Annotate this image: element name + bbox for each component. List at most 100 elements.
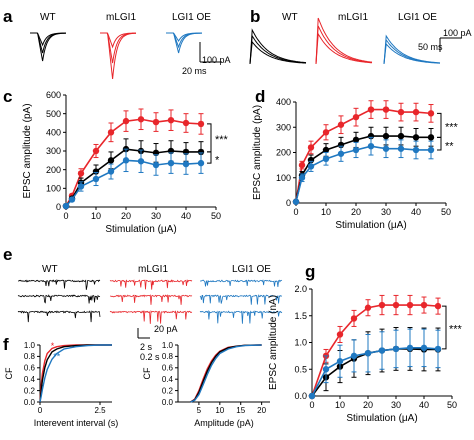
y-tick-label-f1: 0.4 <box>24 375 36 384</box>
data-point-c-mlgi1 <box>92 147 100 155</box>
trace-e-mlgi1 <box>109 279 193 290</box>
y-tick-label-f2: 0.8 <box>162 352 174 361</box>
series-line-g-wt <box>311 348 438 397</box>
significance-label-g: *** <box>449 324 463 336</box>
data-point-c-mlgi1 <box>122 117 130 125</box>
x-tick-label-d: 40 <box>411 207 421 217</box>
panel-letter-b: b <box>250 7 260 26</box>
trace-b-wt <box>249 40 307 65</box>
panel-e-label-lgi1oe: LGI1 OE <box>232 264 271 275</box>
y-tick-label-g: 1.0 <box>294 338 307 348</box>
data-point-g-lgi1-oe <box>364 350 372 357</box>
significance-label-d-2: ** <box>445 141 454 153</box>
panel-b: b WT mLGI1 LGI1 OE 100 pA 50 ms <box>249 7 472 65</box>
x-tick-label-g: 50 <box>447 400 457 410</box>
trace-e-mlgi1 <box>109 294 193 305</box>
x-tick-label-g: 40 <box>419 400 429 410</box>
y-tick-label-f2: 0.0 <box>162 398 174 407</box>
x-axis-label-g: Stimulation (μA) <box>346 413 417 424</box>
trace-b-wt <box>249 28 307 65</box>
trace-b-lgi1-oe <box>383 34 441 65</box>
y-tick-label-g: 0.0 <box>294 391 307 401</box>
panel-b-scalebar <box>439 37 462 52</box>
y-axis-label-c: EPSC amplitude (pA) <box>22 103 33 198</box>
x-tick-label-f2: 5 <box>197 406 202 415</box>
x-tick-label-f2: 15 <box>236 406 245 415</box>
panel-a-scalebar <box>199 42 222 63</box>
data-point-c-lgi1-oe <box>107 168 115 175</box>
data-point-d-mlgi1 <box>307 144 315 151</box>
data-point-d-wt <box>322 146 330 154</box>
y-tick-label-c: 500 <box>46 109 61 119</box>
data-point-c-lgi1-oe <box>152 161 160 169</box>
series-line-c-mlgi1 <box>65 118 202 207</box>
y-tick-label-f1: 1.0 <box>24 341 36 350</box>
y-tick-label-f2: 1.0 <box>162 341 174 350</box>
data-point-c-mlgi1 <box>182 119 190 127</box>
series-line-d-wt <box>295 135 431 202</box>
panel-b-scale-y: 100 pA <box>443 28 472 38</box>
data-point-c-mlgi1 <box>107 129 115 136</box>
data-point-c-mlgi1 <box>167 117 175 124</box>
data-point-d-lgi1-oe <box>412 146 420 154</box>
data-point-d-lgi1-oe <box>307 163 315 170</box>
panel-e: e WT mLGI1 LGI1 OE 20 pA 2 s 0.2 s <box>3 245 283 362</box>
panel-b-label-lgi1oe: LGI1 OE <box>398 12 437 23</box>
x-tick-label-c: 10 <box>91 211 101 221</box>
series-line-g-mlgi1 <box>311 304 439 397</box>
data-point-g-mlgi1 <box>406 301 414 309</box>
x-tick-label-d: 10 <box>321 207 331 217</box>
data-point-d-lgi1-oe <box>352 146 360 154</box>
panel-letter-d: d <box>255 87 265 106</box>
data-point-d-mlgi1 <box>337 121 345 128</box>
data-point-d-wt <box>412 134 420 141</box>
data-point-c-lgi1-oe <box>77 183 85 190</box>
significance-bracket-c-1 <box>207 123 212 153</box>
panel-a: a WT mLGI1 LGI1 OE 100 pA 20 ms <box>3 7 231 80</box>
y-tick-label-f1: 0.0 <box>24 398 36 407</box>
y-tick-label-f1: 0.8 <box>24 352 36 361</box>
series-line-c-wt <box>65 148 201 207</box>
data-point-d-mlgi1 <box>382 106 390 113</box>
data-point-g-lgi1-oe <box>308 392 316 400</box>
data-point-c-lgi1-oe <box>167 159 175 167</box>
data-point-g-lgi1-oe <box>434 345 442 353</box>
trace-e-lgi1-oe <box>199 309 283 324</box>
y-tick-label-g: 2.0 <box>294 284 307 294</box>
data-point-g-mlgi1 <box>336 331 344 338</box>
data-point-g-lgi1-oe <box>420 344 428 352</box>
y-tick-label-f2: 0.6 <box>162 364 174 373</box>
data-point-d-lgi1-oe <box>382 145 390 152</box>
data-point-g-mlgi1 <box>364 304 372 311</box>
data-point-d-mlgi1 <box>397 108 405 116</box>
y-tick-label-c: 100 <box>46 183 61 193</box>
data-point-c-lgi1-oe <box>92 175 100 183</box>
chart-d: d 0 10 20 30 40 50 0 100 200 300 400 Stimulation (μA… <box>252 87 459 231</box>
data-point-d-lgi1-oe <box>367 142 375 150</box>
significance-label-c-1: *** <box>215 134 229 146</box>
y-tick-label-g: 0.5 <box>294 364 307 374</box>
y-tick-label-d: 300 <box>276 122 291 132</box>
panel-e-traces <box>17 278 283 324</box>
trace-e-mlgi1 <box>109 310 193 324</box>
chart-f1: 0 2.5 0.0 0.2 0.4 0.6 0.8 1.0 Interevent interva… <box>4 341 118 428</box>
y-tick-label-c: 300 <box>46 146 61 156</box>
data-point-c-lgi1-oe <box>182 160 190 168</box>
data-point-d-mlgi1 <box>322 129 330 136</box>
data-point-d-wt <box>397 132 405 140</box>
x-tick-label-g: 0 <box>309 400 314 410</box>
panel-letter-a: a <box>3 7 13 26</box>
panel-e-scale-x2: 0.2 s <box>140 352 160 362</box>
data-point-g-lgi1-oe <box>392 345 400 353</box>
y-tick-label-g: 1.5 <box>294 311 307 321</box>
data-point-d-lgi1-oe <box>427 146 435 154</box>
data-point-c-lgi1-oe <box>197 159 205 167</box>
trace-a-lgi1-oe <box>166 32 202 54</box>
significance-label-f1-1: * <box>51 341 55 351</box>
data-point-c-wt <box>107 157 115 164</box>
data-point-d-wt <box>382 132 390 140</box>
panel-a-label-mlgi1: mLGI1 <box>106 12 136 23</box>
data-point-d-mlgi1 <box>298 161 306 169</box>
y-tick-label-c: 0 <box>56 202 61 212</box>
